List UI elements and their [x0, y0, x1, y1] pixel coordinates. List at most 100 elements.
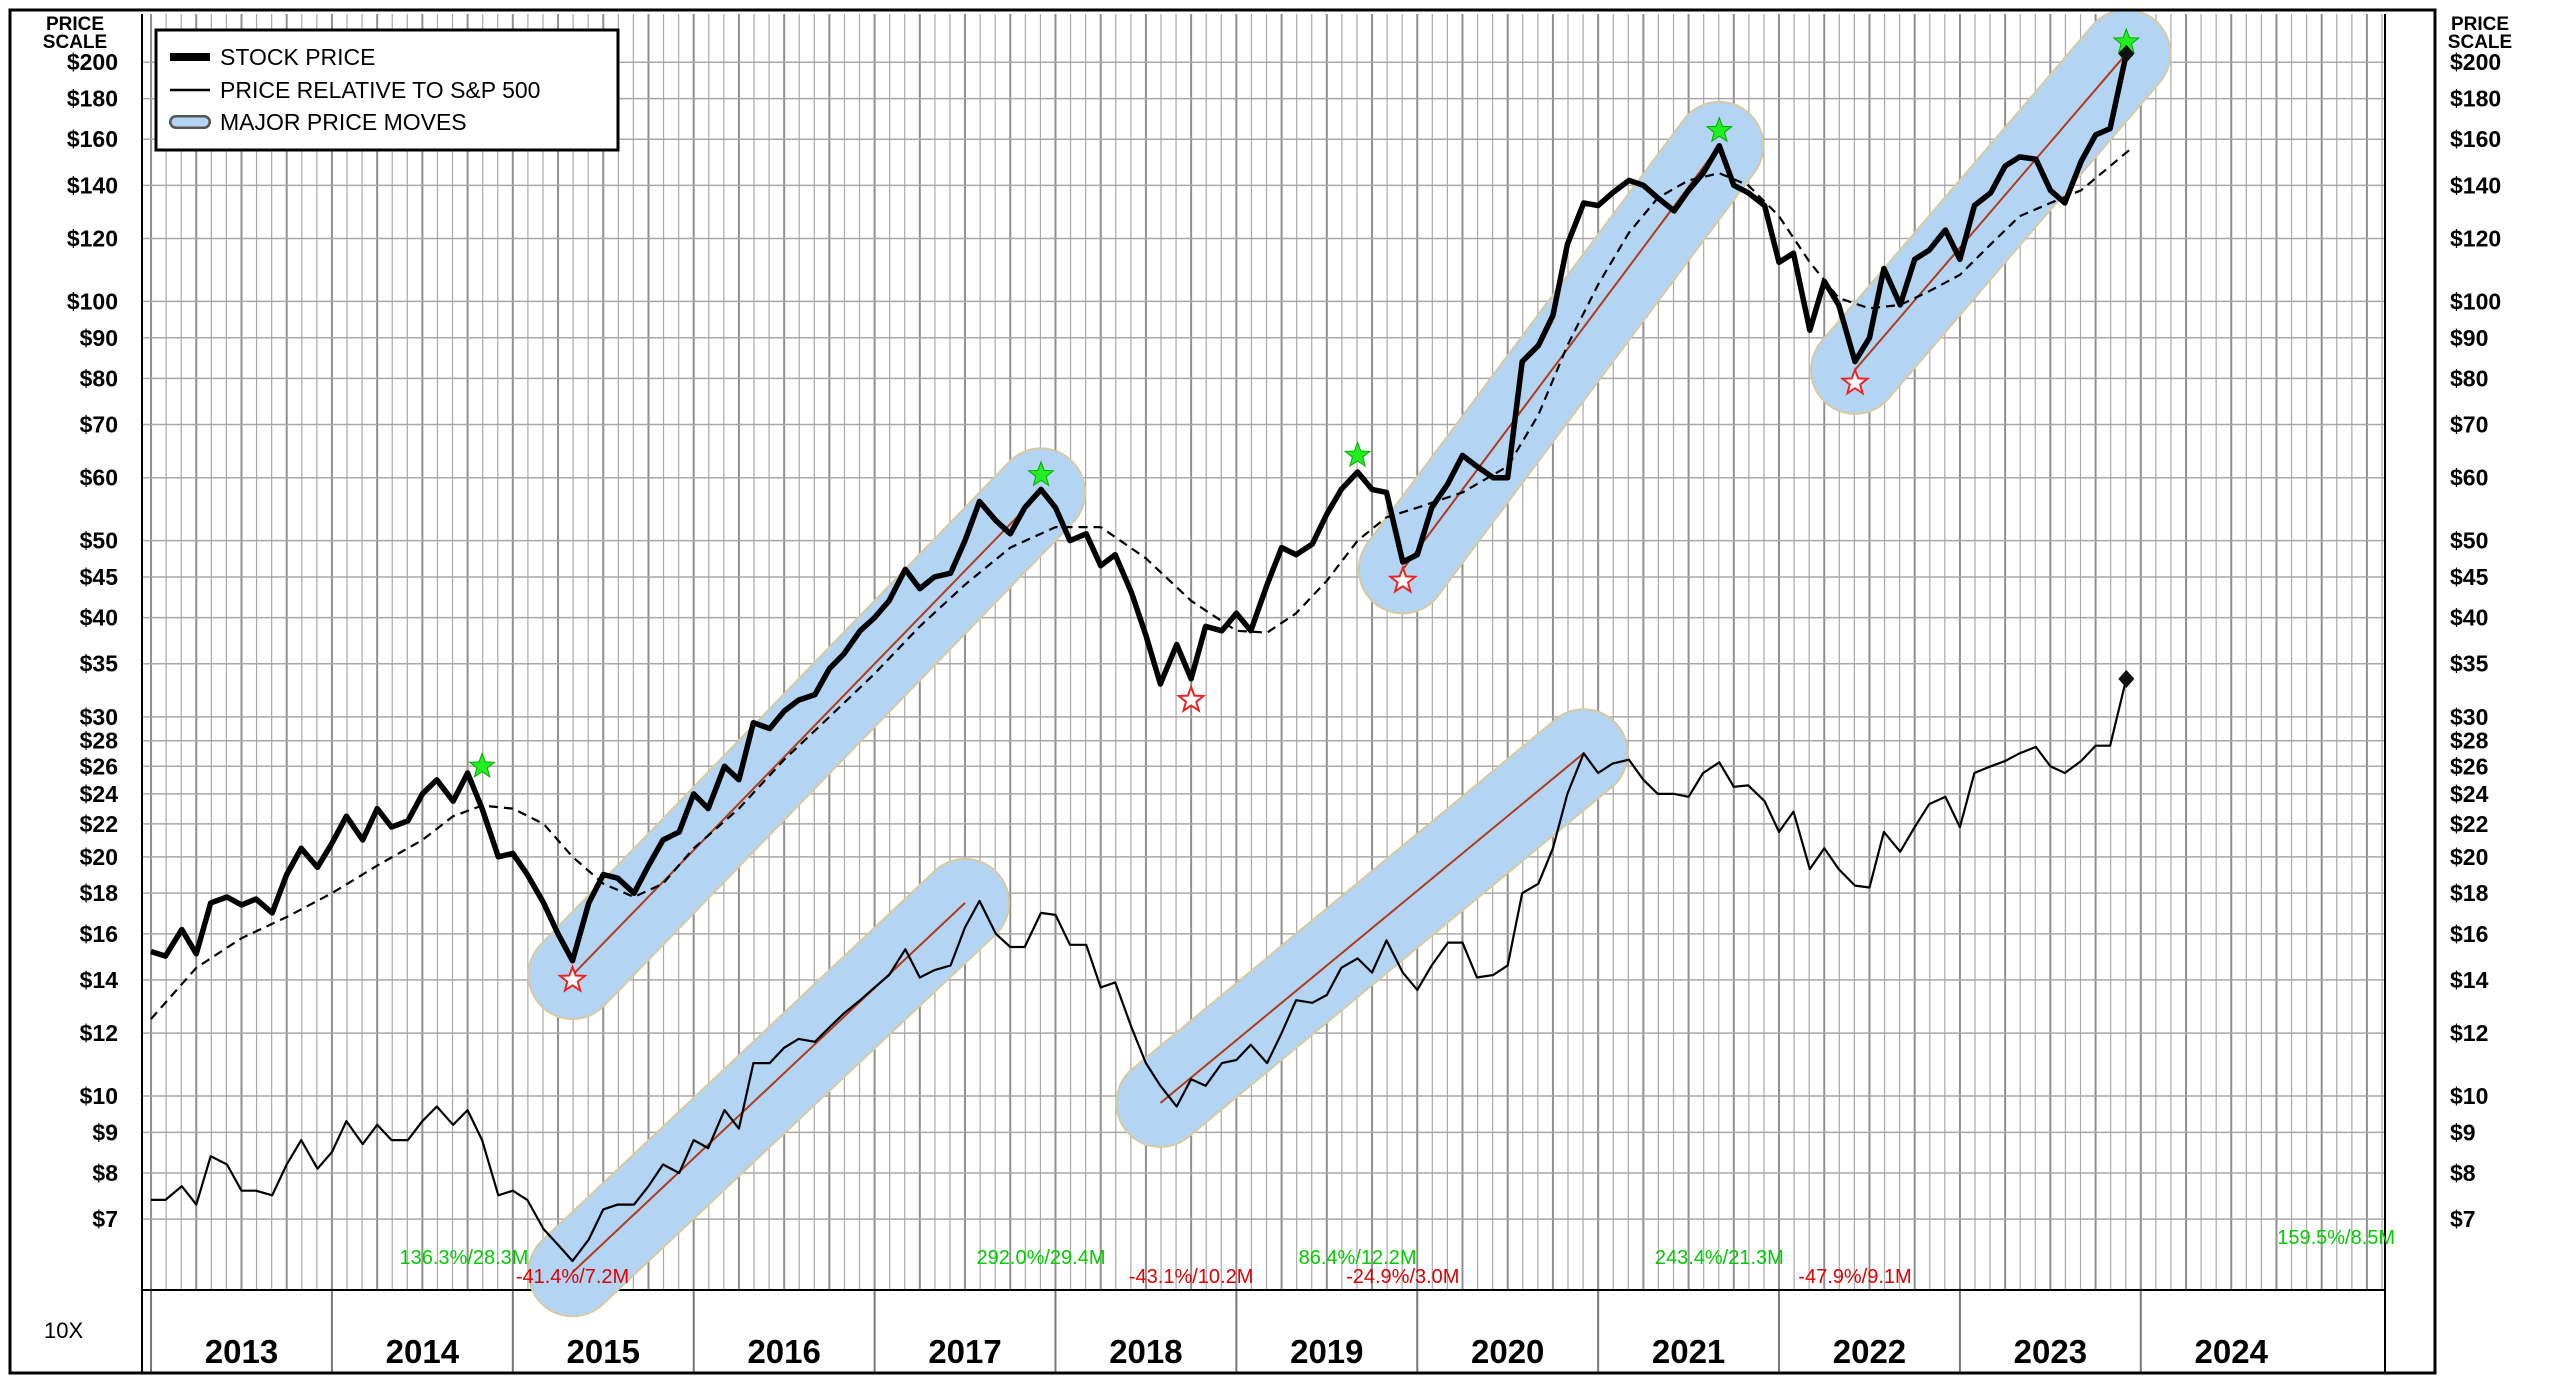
year-label: 2014	[386, 1333, 460, 1370]
y-tick-label-left: $180	[67, 86, 118, 112]
y-tick-label-left: $8	[92, 1160, 118, 1186]
move-annotation: -47.9%/9.1M	[1798, 1266, 1911, 1288]
y-tick-label-right: $18	[2450, 880, 2489, 906]
y-tick-label-right: $80	[2450, 365, 2488, 391]
year-label: 2024	[2195, 1333, 2269, 1370]
peak-star-marker	[1705, 116, 1734, 143]
move-annotation: 86.4%/12.2M	[1299, 1247, 1417, 1269]
chart-frame	[8, 8, 2437, 1375]
y-tick-label-right: $14	[2450, 967, 2489, 993]
y-tick-label-left: $12	[80, 1020, 118, 1046]
year-label: 2020	[1471, 1333, 1544, 1370]
y-tick-label-left: $60	[80, 465, 118, 491]
y-tick-label-left: $100	[67, 288, 118, 314]
y-tick-label-right: $180	[2450, 86, 2501, 112]
moving-average-line	[150, 147, 2133, 1020]
y-tick-label-right: $35	[2450, 651, 2489, 677]
chart-markers	[468, 27, 2141, 993]
scale-note: 10X	[44, 1318, 83, 1343]
year-label: 2015	[567, 1333, 640, 1370]
price-scale-title-left-2: SCALE	[43, 32, 107, 53]
y-tick-label-left: $16	[80, 921, 118, 947]
last-price-marker	[2118, 669, 2135, 688]
price-move-trendline	[571, 902, 966, 1274]
major-price-moves	[527, 8, 2172, 1318]
y-tick-label-left: $14	[80, 967, 119, 993]
year-label: 2018	[1109, 1333, 1182, 1370]
chart-lines	[150, 53, 2133, 1263]
price-scale-title-left-1: PRICE	[46, 14, 104, 35]
y-tick-label-right: $50	[2450, 528, 2488, 554]
price-scale-title-right-1: PRICE	[2451, 14, 2509, 35]
y-tick-label-left: $26	[80, 753, 118, 779]
year-label: 2019	[1290, 1333, 1363, 1370]
y-tick-label-left: $10	[80, 1083, 118, 1109]
y-tick-label-right: $28	[2450, 728, 2489, 754]
y-tick-label-right: $200	[2450, 49, 2501, 75]
y-tick-label-left: $45	[80, 564, 119, 590]
price-move-trendline	[1854, 53, 2128, 371]
y-tick-label-right: $20	[2450, 844, 2488, 870]
move-annotations: 136.3%/28.3M-41.4%/7.2M 292.0%/29.4M -43.1…	[399, 1227, 2395, 1288]
y-tick-label-right: $7	[2450, 1206, 2476, 1232]
move-annotation: 292.0%/29.4M	[977, 1247, 1106, 1269]
y-tick-label-left: $160	[67, 126, 118, 152]
year-label: 2021	[1652, 1333, 1725, 1370]
relative-strength-line	[151, 678, 2128, 1263]
y-tick-label-right: $12	[2450, 1020, 2488, 1046]
y-tick-label-left: $24	[80, 781, 119, 807]
price-move-trendline	[1401, 145, 1721, 570]
y-tick-label-right: $16	[2450, 921, 2488, 947]
last-price-marker	[2118, 44, 2135, 63]
year-label: 2017	[928, 1333, 1001, 1370]
y-tick-label-right: $140	[2450, 172, 2501, 198]
y-tick-label-right: $26	[2450, 753, 2488, 779]
year-label: 2023	[2014, 1333, 2087, 1370]
y-tick-label-left: $20	[80, 844, 118, 870]
legend-box	[154, 28, 620, 152]
trough-star-marker	[557, 964, 588, 993]
move-annotation: -43.1%/10.2M	[1129, 1266, 1254, 1288]
trough-star-marker	[1839, 366, 1871, 396]
peak-star-marker	[468, 751, 496, 778]
legend: STOCK PRICE PRICE RELATIVE TO S&P 500 MA…	[154, 28, 620, 152]
y-tick-label-right: $120	[2450, 226, 2501, 252]
price-scale-title-right-2: SCALE	[2448, 32, 2512, 53]
y-tick-label-right: $90	[2450, 325, 2488, 351]
y-tick-label-left: $120	[67, 226, 118, 252]
y-tick-label-right: $30	[2450, 704, 2488, 730]
price-move-trendline	[1159, 752, 1585, 1104]
y-tick-label-left: $40	[80, 605, 118, 631]
y-tick-label-left: $22	[80, 811, 118, 837]
legend-label-stock: STOCK PRICE	[220, 44, 376, 70]
trough-star-marker	[1176, 684, 1207, 713]
y-tick-label-right: $8	[2450, 1160, 2476, 1186]
move-annotation: 243.4%/21.3M	[1655, 1247, 1784, 1269]
y-tick-label-left: $50	[80, 528, 118, 554]
y-tick-label-right: $60	[2450, 465, 2488, 491]
y-tick-label-right: $10	[2450, 1083, 2488, 1109]
y-tick-label-left: $9	[92, 1119, 118, 1145]
peak-star-marker	[1027, 460, 1055, 487]
y-tick-label-right: $160	[2450, 126, 2501, 152]
legend-label-relative: PRICE RELATIVE TO S&P 500	[220, 77, 540, 103]
y-tick-label-left: $18	[80, 880, 119, 906]
legend-label-moves: MAJOR PRICE MOVES	[220, 109, 467, 135]
y-tick-label-right: $24	[2450, 781, 2489, 807]
year-label: 2016	[747, 1333, 820, 1370]
move-annotation: -24.9%/3.0M	[1346, 1266, 1459, 1288]
year-label: 2013	[205, 1333, 278, 1370]
move-annotation: -41.4%/7.2M	[516, 1266, 629, 1288]
y-tick-label-left: $35	[80, 651, 119, 677]
y-tick-label-right: $45	[2450, 564, 2489, 590]
stock-price-line	[150, 53, 2129, 964]
y-tick-label-right: $40	[2450, 605, 2488, 631]
move-annotation: 159.5%/8.5M	[2277, 1227, 2395, 1249]
y-tick-label-left: $90	[80, 325, 118, 351]
y-tick-label-right: $22	[2450, 811, 2488, 837]
price-scale: $7 $7 $8 $8 $9 $9 $10 $10 $12 $12 $14 $14 $16 $16 $18 $…	[67, 49, 2501, 1232]
y-tick-label-left: $140	[67, 172, 118, 198]
y-tick-label-left: $30	[80, 704, 118, 730]
year-axis: 2013 2014 2015 2016 2017 2018 2019 2020 2021 2022…	[205, 1333, 2269, 1370]
